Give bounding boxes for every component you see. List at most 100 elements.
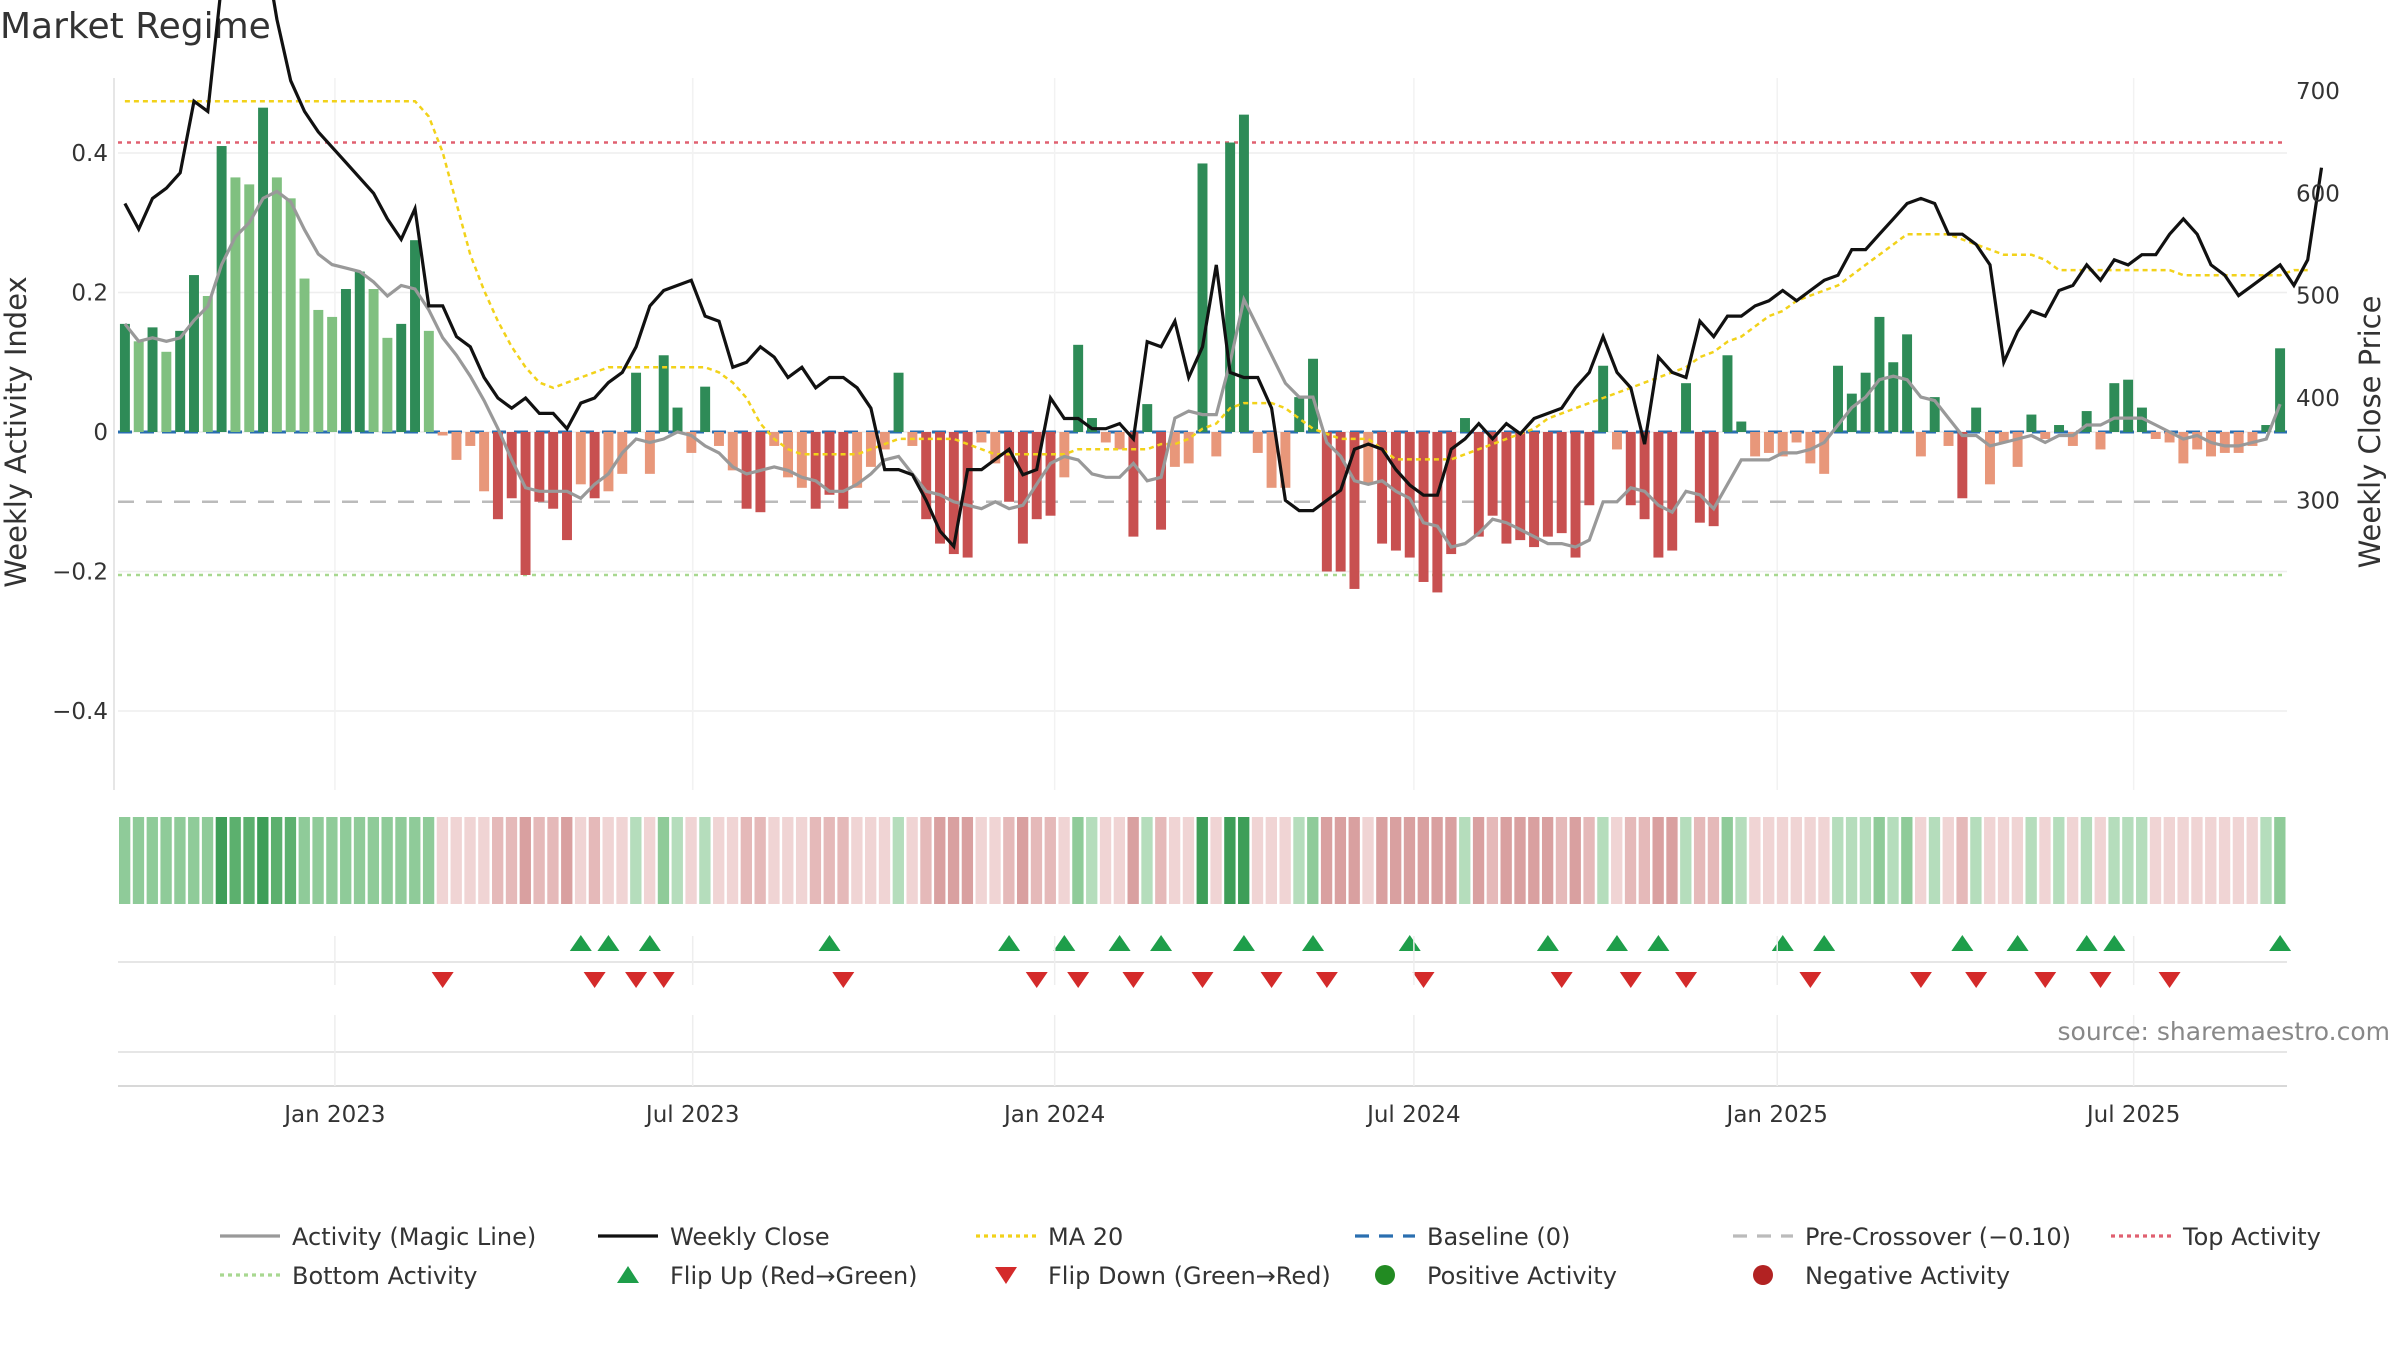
activity-bar — [2206, 432, 2216, 457]
heat-cell — [1500, 817, 1512, 904]
activity-bar — [1308, 358, 1318, 432]
activity-bar — [1556, 432, 1567, 534]
activity-bar — [340, 289, 351, 432]
activity-bar — [631, 372, 642, 432]
heat-cell — [464, 817, 476, 904]
heat-cell — [326, 817, 338, 904]
legend-label: Bottom Activity — [292, 1262, 477, 1290]
heat-cell — [1749, 817, 1761, 904]
activity-bar — [1694, 432, 1705, 523]
activity-bar — [852, 432, 863, 488]
heat-cell — [2066, 817, 2079, 904]
flip-up-marker — [1398, 935, 1421, 951]
heat-cell — [1611, 817, 1623, 904]
legend-swatch — [995, 1267, 1017, 1284]
legend-swatch — [1375, 1265, 1395, 1285]
activity-bar — [1335, 432, 1346, 572]
activity-bar — [644, 432, 655, 474]
heat-cell — [1141, 817, 1153, 904]
activity-bar — [382, 337, 393, 432]
activity-bar — [1004, 432, 1015, 502]
activity-bar — [1156, 432, 1167, 530]
activity-bar — [921, 432, 932, 520]
heat-cell — [1832, 817, 1844, 904]
activity-bar — [119, 323, 130, 432]
activity-bar — [1266, 432, 1277, 488]
activity-bar — [437, 432, 448, 436]
heat-cell — [1721, 817, 1733, 904]
heat-cell — [1914, 817, 1927, 904]
activity-bar — [313, 309, 324, 432]
right-tick-label: 400 — [2296, 386, 2340, 412]
activity-bar — [1460, 418, 1470, 432]
activity-bar — [1625, 432, 1636, 506]
flip-up-marker — [2075, 935, 2098, 951]
activity-bar — [1763, 432, 1774, 453]
activity-bar — [1584, 432, 1595, 506]
activity-bar — [1017, 432, 1028, 544]
activity-bar — [1252, 432, 1263, 453]
heat-cell — [1970, 817, 1982, 904]
heat-cell — [1569, 817, 1581, 904]
activity-bar — [1363, 432, 1374, 485]
flip-down-marker — [1965, 972, 1988, 988]
activity-bar — [2233, 432, 2244, 453]
heat-cell — [381, 817, 393, 904]
flip-down-marker — [1025, 972, 1048, 988]
activity-bar — [741, 432, 752, 509]
chart-title: Market Regime — [0, 6, 271, 47]
legend-label: Weekly Close — [670, 1223, 830, 1251]
heat-cell — [2039, 817, 2051, 904]
heat-cell — [782, 817, 794, 904]
heat-cell — [2122, 817, 2134, 904]
activity-bar — [2192, 432, 2203, 450]
heat-cell — [1127, 817, 1139, 904]
activity-bar — [1446, 432, 1457, 555]
activity-bar — [1874, 316, 1885, 432]
heat-cell — [1790, 817, 1802, 904]
activity-bar — [2247, 432, 2258, 446]
heat-cell — [616, 817, 628, 904]
heat-cell — [1307, 817, 1319, 904]
heat-cell — [2260, 817, 2272, 904]
heat-cell — [2136, 817, 2148, 904]
heat-cell — [947, 817, 960, 904]
activity-bar — [2150, 432, 2161, 439]
activity-bar — [603, 432, 614, 492]
heat-cell — [478, 817, 490, 904]
activity-bar — [133, 341, 144, 432]
flip-up-marker — [569, 935, 592, 951]
activity-bar — [1957, 432, 1968, 499]
flip-down-marker — [1260, 972, 1283, 988]
heat-cell — [1099, 817, 1112, 904]
heat-cell — [1956, 817, 1968, 904]
legend-label: Positive Activity — [1427, 1262, 1617, 1290]
heat-cell — [2149, 817, 2162, 904]
activity-bar — [948, 432, 959, 555]
heat-cell — [1942, 817, 1954, 904]
x-tick-label: Jan 2023 — [282, 1102, 385, 1128]
heat-cell — [533, 817, 545, 904]
heat-cell — [367, 817, 379, 904]
magic-line — [123, 189, 2282, 549]
heat-cell — [547, 817, 559, 904]
activity-bar — [1404, 432, 1415, 558]
activity-bar — [1128, 432, 1139, 537]
heat-cell — [1583, 817, 1595, 904]
legend-label: Top Activity — [2182, 1223, 2321, 1251]
heat-cell — [1334, 817, 1347, 904]
activity-bar — [1073, 344, 1084, 432]
heat-cell — [1265, 817, 1277, 904]
flip-up-marker — [2103, 935, 2126, 951]
heat-cell — [1445, 817, 1457, 904]
activity-bar — [2026, 414, 2037, 432]
flip-up-marker — [1232, 935, 1255, 951]
heat-cell — [1417, 817, 1429, 904]
legend-label: Negative Activity — [1805, 1262, 2010, 1290]
activity-bar — [410, 240, 421, 432]
flip-markers — [118, 935, 2292, 1053]
heat-cell — [1224, 817, 1236, 904]
activity-bar — [783, 432, 794, 478]
heat-cell — [450, 817, 462, 904]
heat-cell — [726, 817, 739, 904]
